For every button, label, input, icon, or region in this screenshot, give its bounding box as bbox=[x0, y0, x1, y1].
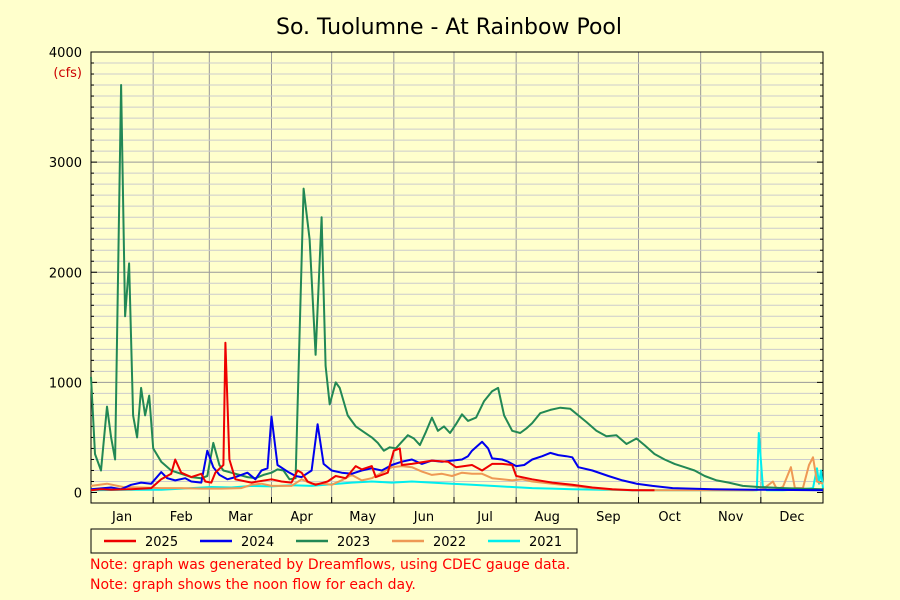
series-line-2025 bbox=[90, 341, 655, 492]
x-tick-label: Nov bbox=[718, 510, 744, 525]
plot-area-border bbox=[90, 51, 824, 504]
legend-label-2022: 2022 bbox=[433, 535, 466, 550]
axes: Jan Feb Mar Apr May Jun Jul Aug Sep Oct Nov Dec 0 100… bbox=[49, 46, 824, 525]
y-tick-label: 2000 bbox=[49, 266, 82, 281]
x-tick-label: Jul bbox=[476, 510, 493, 525]
series-line-2022 bbox=[90, 456, 824, 492]
x-tick-label: Jan bbox=[111, 510, 132, 525]
series-lines bbox=[90, 84, 824, 492]
series-line-2023 bbox=[90, 84, 824, 491]
x-tick-label: Apr bbox=[290, 510, 313, 525]
y-tick-label: 1000 bbox=[49, 376, 82, 391]
note-noon-flow: Note: graph shows the noon flow for each… bbox=[90, 577, 416, 593]
note-data-source: Note: graph was generated by Dreamflows,… bbox=[90, 557, 571, 573]
x-tick-label: Aug bbox=[535, 510, 560, 525]
x-tick-label: Mar bbox=[228, 510, 253, 525]
x-tick-label: May bbox=[349, 510, 376, 525]
chart-title: So. Tuolumne - At Rainbow Pool bbox=[276, 15, 622, 40]
legend-label-2025: 2025 bbox=[145, 535, 178, 550]
legend-label-2021: 2021 bbox=[529, 535, 562, 550]
legend-label-2024: 2024 bbox=[241, 535, 274, 550]
grid bbox=[91, 52, 823, 503]
x-tick-label: Sep bbox=[596, 510, 621, 525]
legend: 2025 2024 2023 2022 2021 bbox=[90, 528, 578, 554]
legend-label-2023: 2023 bbox=[337, 535, 370, 550]
y-tick-label: 0 bbox=[74, 487, 82, 502]
y-unit-label: (cfs) bbox=[53, 66, 82, 81]
x-tick-label: Dec bbox=[779, 510, 804, 525]
x-tick-label: Feb bbox=[170, 510, 193, 525]
x-tick-label: Jun bbox=[413, 510, 434, 525]
y-tick-label: 3000 bbox=[49, 156, 82, 171]
y-tick-label: 4000 bbox=[49, 46, 82, 61]
x-tick-label: Oct bbox=[658, 510, 680, 525]
